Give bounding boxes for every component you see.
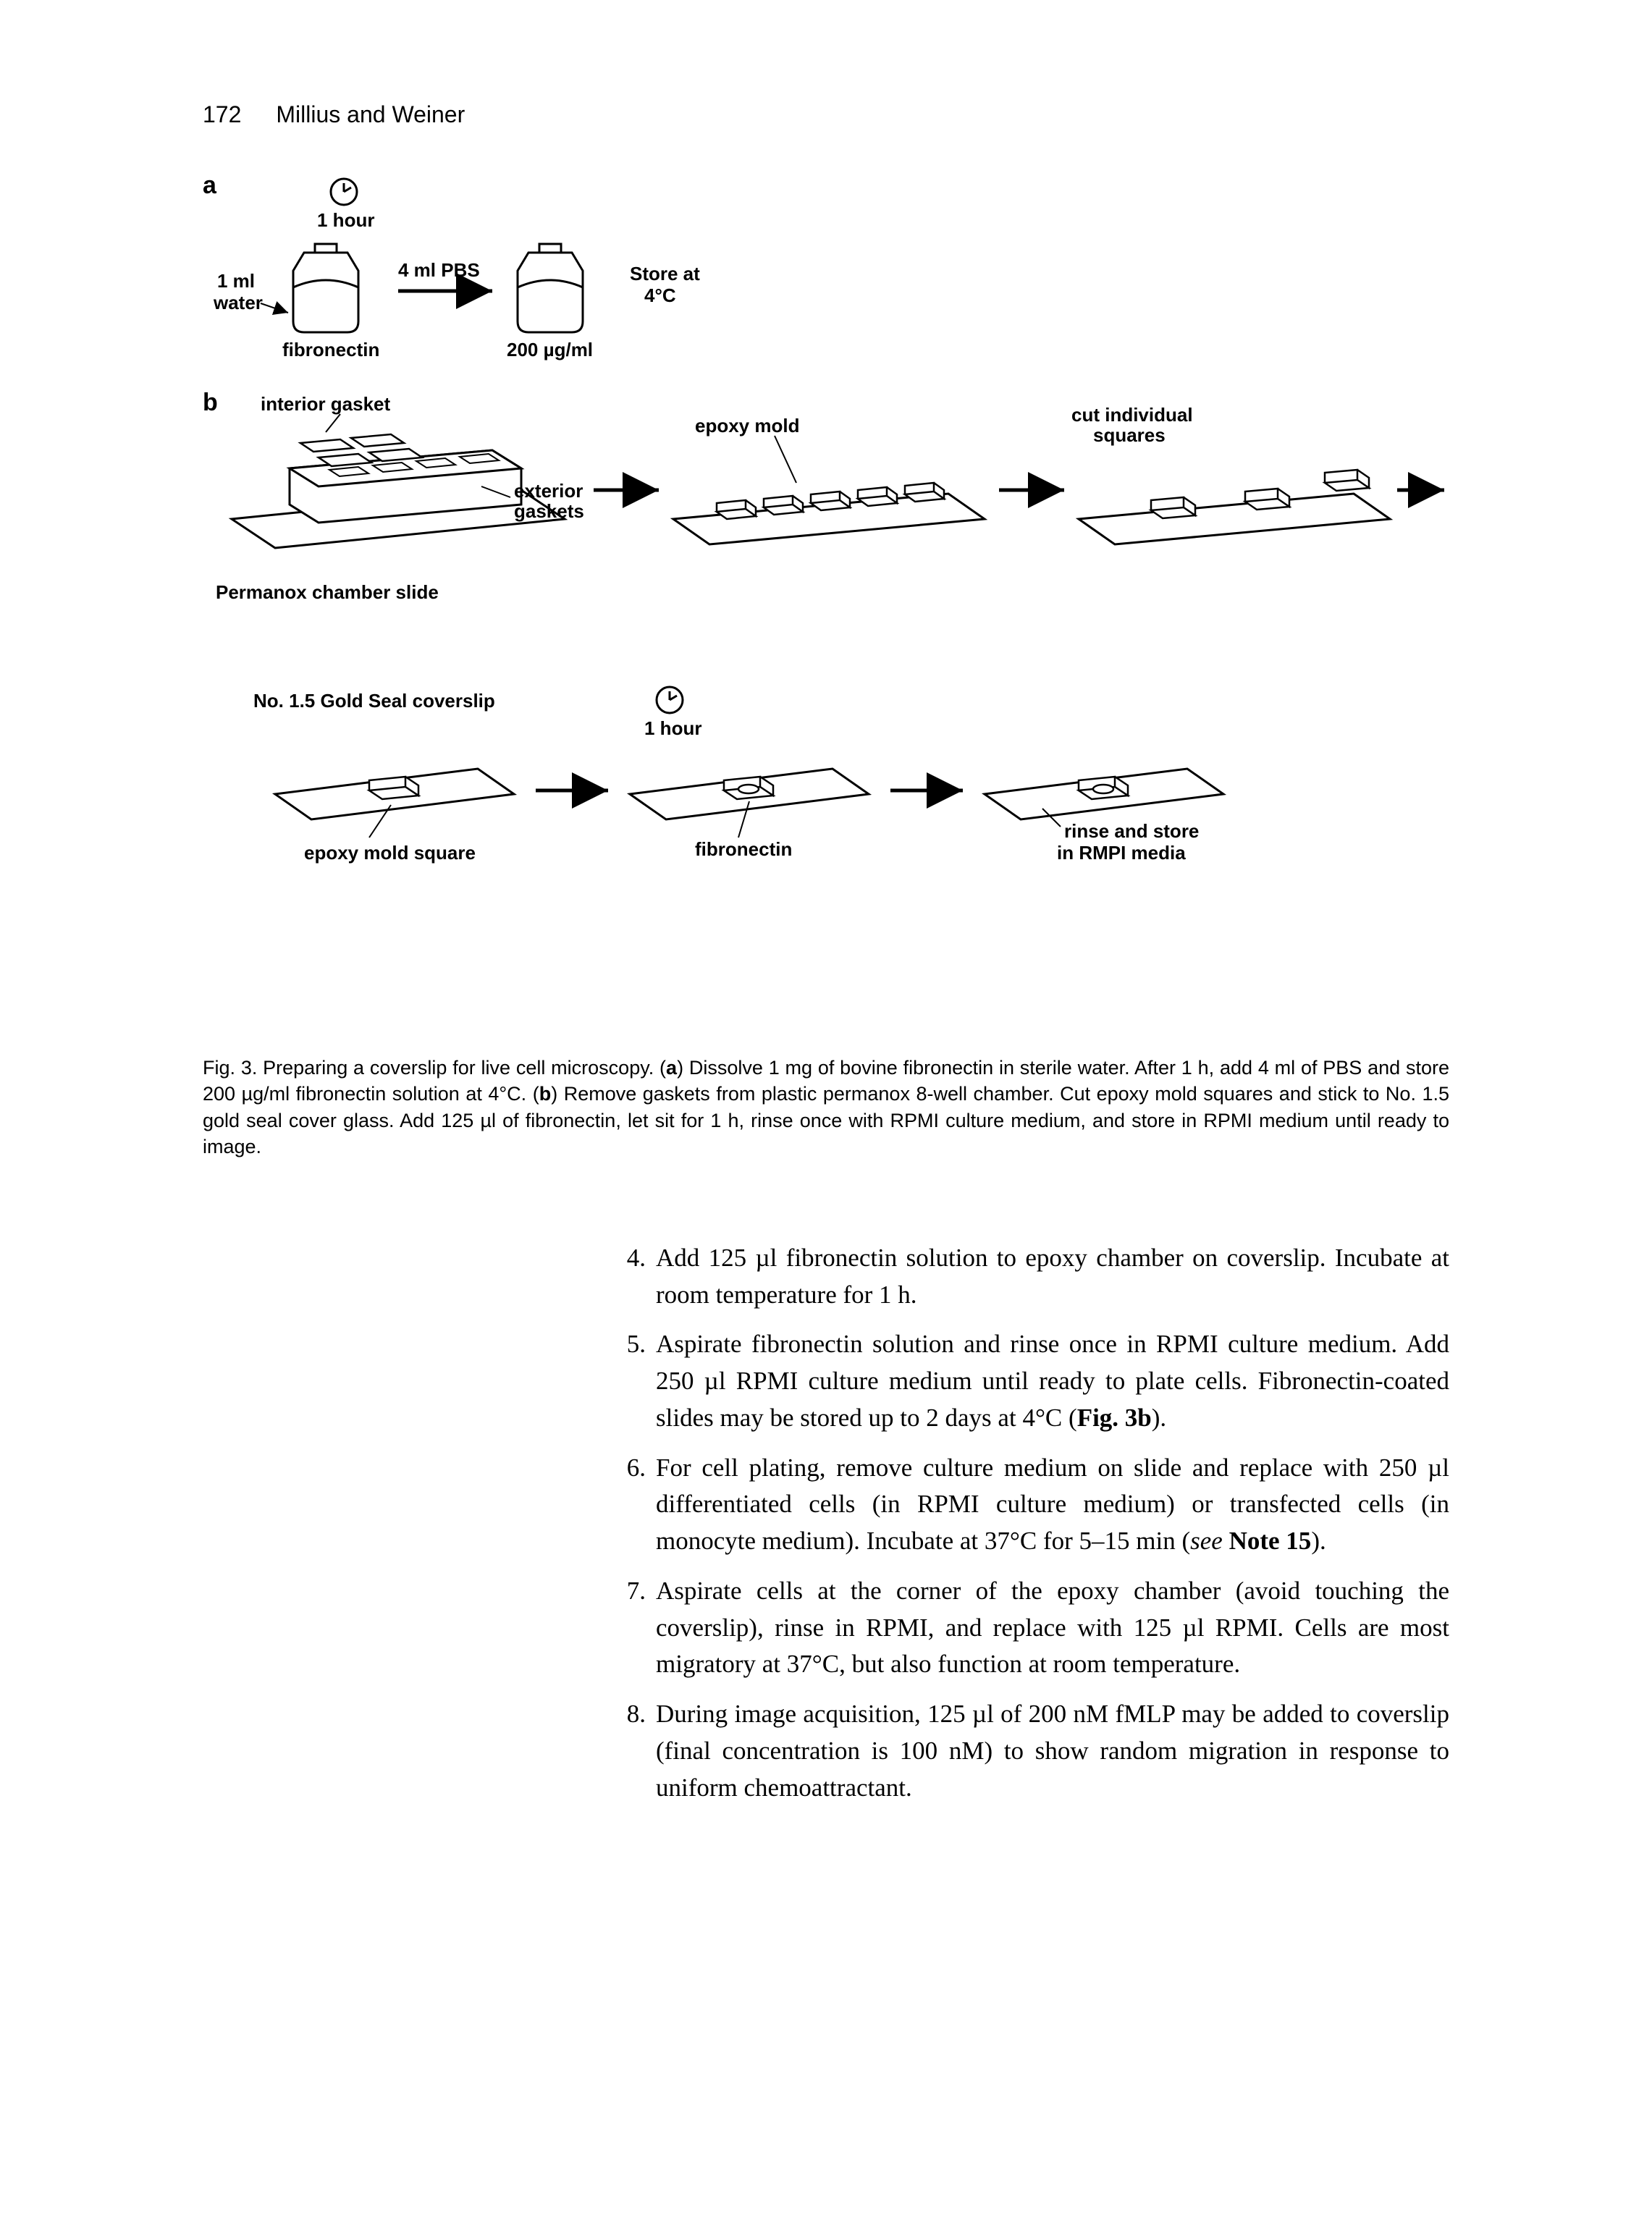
interior-gasket-label: interior gasket [261, 393, 391, 415]
protocol-list: 4. Add 125 µl fibronectin solution to ep… [608, 1240, 1449, 1807]
step-num: 7. [608, 1573, 646, 1683]
epoxy-square-label: epoxy mold square [304, 842, 476, 864]
permanox-label: Permanox chamber slide [216, 581, 439, 603]
page-header: 172 Millius and Weiner [203, 101, 1449, 128]
step-text: Aspirate cells at the corner of the epox… [656, 1573, 1449, 1683]
cut-l2: squares [1093, 424, 1166, 446]
bottle1-side-2: water [213, 292, 263, 313]
step-text: For cell plating, remove culture medium … [656, 1450, 1449, 1560]
step-text: Add 125 µl fibronectin solution to epoxy… [656, 1240, 1449, 1314]
coverslip-1-icon [275, 769, 514, 819]
step-num: 4. [608, 1240, 646, 1314]
leader-epoxy [775, 436, 796, 483]
step-7: 7. Aspirate cells at the corner of the e… [608, 1573, 1449, 1683]
rinse-l1: rinse and store [1064, 820, 1199, 842]
cap-prefix: Fig. 3. Preparing a coverslip for live c… [203, 1057, 666, 1079]
store-l2: 4°C [644, 284, 676, 306]
page-number: 172 [203, 101, 241, 128]
epoxy-mold-label: epoxy mold [695, 415, 799, 436]
bottle-2-icon [518, 244, 583, 332]
running-head: Millius and Weiner [276, 101, 465, 128]
bottle1-below: fibronectin [282, 339, 379, 360]
bottle1-side-1: 1 ml [217, 270, 255, 292]
cut-l1: cut individual [1071, 404, 1193, 426]
leader-interior [326, 414, 340, 432]
step-num: 5. [608, 1326, 646, 1436]
store-l1: Store at [630, 263, 700, 284]
panel-b-label: b [203, 389, 218, 416]
clock-icon [331, 179, 357, 205]
panel-a-label: a [203, 172, 217, 199]
s5-post: ). [1152, 1404, 1166, 1432]
clock-2-icon [657, 687, 683, 713]
bottle-1-icon [293, 244, 358, 332]
step-6: 6. For cell plating, remove culture medi… [608, 1450, 1449, 1560]
cut-squares-icon [1079, 470, 1390, 544]
arrow-water [261, 303, 288, 313]
figure-caption: Fig. 3. Preparing a coverslip for live c… [203, 1055, 1449, 1160]
s5-fig: Fig. 3b [1077, 1404, 1152, 1432]
figure-svg: a 1 hour 1 ml water fibronectin 4 ml PBS… [203, 172, 1448, 1026]
step-text: Aspirate fibronectin solution and rinse … [656, 1326, 1449, 1436]
clock-label-a: 1 hour [317, 209, 374, 231]
coverslip-3-icon [985, 769, 1223, 819]
arrow1-label: 4 ml PBS [398, 259, 480, 281]
step-text: During image acquisition, 125 µl of 200 … [656, 1696, 1449, 1806]
figure-3: a 1 hour 1 ml water fibronectin 4 ml PBS… [203, 172, 1449, 1026]
step-5: 5. Aspirate fibronectin solution and rin… [608, 1326, 1449, 1436]
clock-label-b: 1 hour [644, 717, 701, 739]
s6-note: Note 15 [1229, 1527, 1312, 1555]
coverslip-2-icon [630, 769, 869, 819]
s6-see: see [1190, 1527, 1229, 1555]
step-4: 4. Add 125 µl fibronectin solution to ep… [608, 1240, 1449, 1314]
ext-gasket-l1: exterior [514, 480, 583, 502]
ext-gasket-l2: gaskets [514, 500, 584, 522]
step-8: 8. During image acquisition, 125 µl of 2… [608, 1696, 1449, 1806]
fibronectin-b-label: fibronectin [695, 838, 792, 860]
s6-pre: For cell plating, remove culture medium … [656, 1454, 1449, 1556]
rinse-l2: in RMPI media [1057, 842, 1186, 864]
s6-post: ). [1311, 1527, 1326, 1555]
cap-b: b [539, 1083, 552, 1105]
step-num: 8. [608, 1696, 646, 1806]
step-num: 6. [608, 1450, 646, 1560]
s5-pre: Aspirate fibronectin solution and rinse … [656, 1330, 1449, 1432]
cap-a: a [666, 1057, 677, 1079]
coverslip-label: No. 1.5 Gold Seal coverslip [253, 690, 495, 712]
epoxy-mold-icon [673, 483, 985, 544]
bottle2-below: 200 µg/ml [507, 339, 593, 360]
